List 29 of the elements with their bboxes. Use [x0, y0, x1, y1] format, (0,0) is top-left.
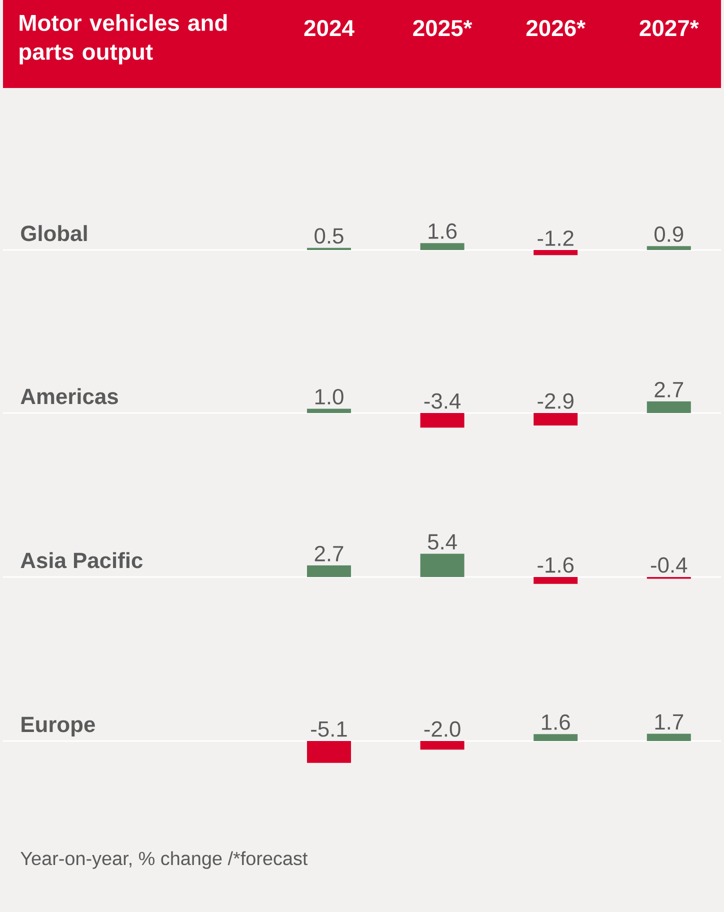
y-axis-title: Americas [20, 388, 118, 404]
data-label: -2.9 [538, 393, 574, 409]
data-label: -5.1 [311, 722, 347, 737]
data-label: 1.6 [428, 223, 457, 239]
data-label: 5.4 [428, 534, 457, 550]
text: Year-on-year, % change /*forecast [20, 851, 308, 869]
data-label: -0.4 [650, 557, 688, 573]
x-tick-label: 2025* [413, 20, 472, 36]
data-label: 2.7 [654, 382, 684, 398]
y-axis-title: Asia Pacific [20, 552, 143, 568]
data-label: 0.5 [314, 228, 344, 244]
x-tick-label: 2024 [304, 20, 354, 36]
data-label: -1.2 [538, 230, 574, 246]
data-label: -3.4 [424, 393, 461, 409]
bar [534, 250, 578, 256]
data-label: -2.0 [424, 721, 460, 737]
chart-title: Motor vehicles and parts output [20, 14, 227, 64]
data-label: -1.6 [538, 557, 574, 573]
y-axis-title: Global [21, 225, 87, 242]
data-label: 1.7 [655, 714, 684, 730]
bar [646, 246, 691, 250]
data-label: 1.6 [542, 714, 570, 730]
data-label: 2.7 [314, 546, 344, 562]
x-tick-label: 2027* [640, 20, 699, 36]
x-tick-label: 2026* [526, 20, 586, 36]
data-label: 1.0 [315, 388, 344, 404]
bar [420, 243, 464, 250]
y-axis-title: Europe [22, 716, 95, 737]
data-label: 0.9 [654, 226, 684, 242]
